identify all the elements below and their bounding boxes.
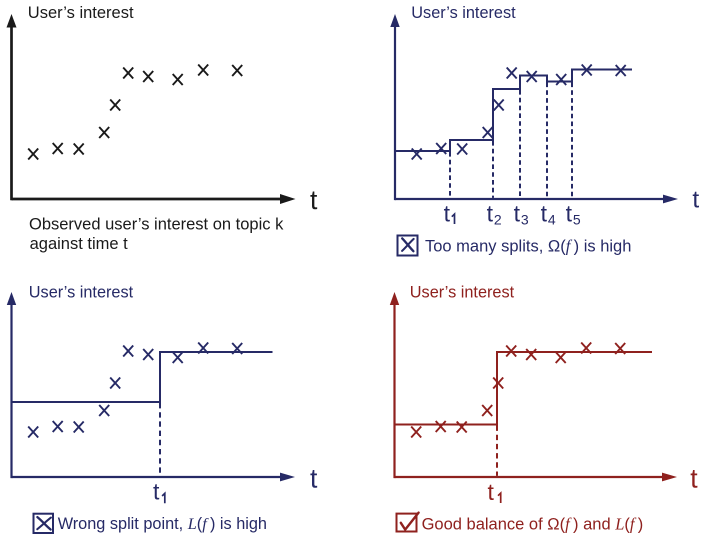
svg-text:4: 4 (548, 211, 556, 227)
svg-text:against time t: against time t (30, 235, 129, 253)
svg-text:t: t (488, 479, 495, 505)
svg-text:User’s interest: User’s interest (410, 284, 515, 302)
svg-text:t: t (310, 185, 318, 215)
svg-text:Observed user’s interest on to: Observed user’s interest on topic k (29, 216, 284, 234)
svg-text:3: 3 (521, 211, 529, 227)
svg-text:t: t (487, 201, 494, 227)
svg-text:t: t (690, 464, 698, 494)
svg-text:2: 2 (494, 211, 502, 227)
svg-text:t: t (310, 464, 318, 494)
svg-text:User’s interest: User’s interest (29, 283, 134, 301)
svg-text:t: t (153, 479, 160, 505)
svg-text:User’s interest: User’s interest (28, 4, 134, 22)
svg-text:Good balance of Ω(f ) and L(f: Good balance of Ω(f ) and L(f ) (422, 514, 644, 533)
svg-text:5: 5 (573, 211, 581, 227)
svg-text:User’s interest: User’s interest (411, 4, 516, 22)
svg-text:t: t (566, 201, 573, 227)
svg-text:t: t (514, 201, 521, 227)
svg-text:Wrong split point, L(f ) is hi: Wrong split point, L(f ) is high (58, 514, 267, 533)
svg-text:t: t (541, 201, 548, 227)
svg-text:t: t (444, 201, 451, 227)
svg-text:Too many splits, Ω(f ) is high: Too many splits, Ω(f ) is high (425, 237, 631, 256)
svg-text:t: t (692, 186, 699, 213)
